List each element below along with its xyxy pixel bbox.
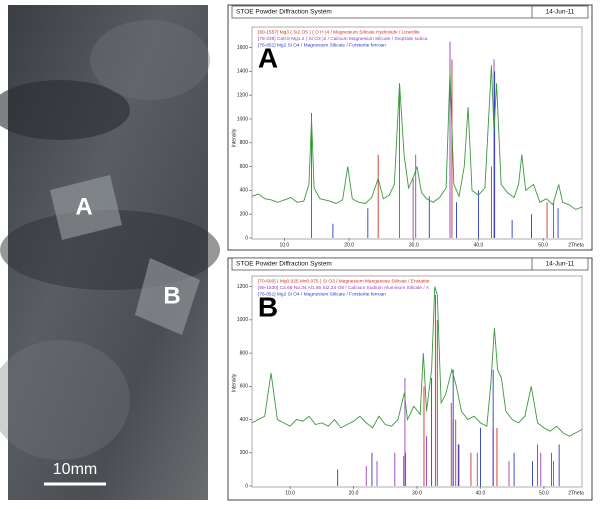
y-tick-label: 400 [240,188,249,194]
y-tick-label: 0 [245,483,248,489]
x-tick-label: 10.0 [285,490,295,496]
legend-entry: [80-1557] Mg3 ( Si2 O5 ) ( O H )4 / Magn… [258,29,420,35]
x-tick-label: 40.0 [474,242,484,248]
legend-entry: [70-690] ( Mg0.925 Mn0.075 ) Si O3 / Mag… [258,278,430,284]
y-tick-label: 1400 [237,69,248,75]
x-axis-label: 2Theta [568,242,584,248]
header-bar [231,5,589,19]
measured-pattern [251,65,583,210]
y-tick-label: 0 [245,235,248,241]
sample-area-a [50,175,122,240]
y-tick-label: 200 [240,450,249,456]
legend-entry: [78-238] Ca0.8 Mg1.2 ( Si O3 )2 / Calciu… [258,36,428,42]
chart-title: STOE Powder Diffraction System [236,9,332,16]
chart-title: STOE Powder Diffraction System [236,261,332,268]
chart-frame [227,4,593,251]
plot-area [251,26,583,240]
diffraction-chart: STOE Powder Diffraction System 14-Jun-11 0… [227,4,593,251]
y-tick-label: 800 [240,140,249,146]
photo-label: A [75,193,92,220]
rock-photo: A B 10mm [0,5,220,500]
x-axis-label: 2Theta [568,490,584,496]
x-tick-label: 20.0 [344,242,354,248]
y-tick-label: 800 [240,350,249,356]
y-tick-label: 1000 [237,317,248,323]
scale-bar-label: 10mm [53,461,97,478]
photo-label: B [163,282,180,309]
y-tick-label: 400 [240,417,249,423]
light-patch [90,20,210,100]
chart-date: 14-Jun-11 [546,9,575,16]
x-tick-label: 50.0 [538,242,548,248]
y-tick-label: 1200 [237,92,248,98]
sample-area-b [135,258,200,335]
y-tick-label: 1200 [237,284,248,290]
dark-vein [0,80,130,140]
x-tick-label: 30.0 [412,490,422,496]
y-tick-label: 1600 [237,45,248,51]
y-axis-label: Intensity [231,373,237,392]
x-tick-label: 50.0 [539,490,549,496]
y-tick-label: 200 [240,212,249,218]
light-patch [0,340,130,460]
legend-entry: [76-851] Mg2 Si O4 / Magnesium Silicate … [258,42,386,48]
legend-entry: [89-1830] Ca.66 Na.34 Al1.66 Si2.34 O8 /… [258,285,430,291]
diffraction-chart: STOE Powder Diffraction System 14-Jun-11 0… [227,257,593,501]
x-tick-label: 40.0 [476,490,486,496]
x-tick-label: 10.0 [279,242,289,248]
y-tick-label: 600 [240,164,249,170]
chart-frame [227,257,593,501]
panel-label: A [258,42,278,73]
measured-pattern [251,286,583,437]
legend-entry: [76-851] Mg2 Si O4 / Magnesium Silicate … [258,291,386,297]
y-tick-label: 1000 [237,116,248,122]
chart-date: 14-Jun-11 [546,261,575,268]
header-bar [231,257,589,271]
y-axis-label: Intensity [231,128,237,147]
x-tick-label: 20.0 [349,490,359,496]
x-tick-label: 30.0 [409,242,419,248]
y-tick-label: 600 [240,384,249,390]
panel-label: B [258,291,278,322]
